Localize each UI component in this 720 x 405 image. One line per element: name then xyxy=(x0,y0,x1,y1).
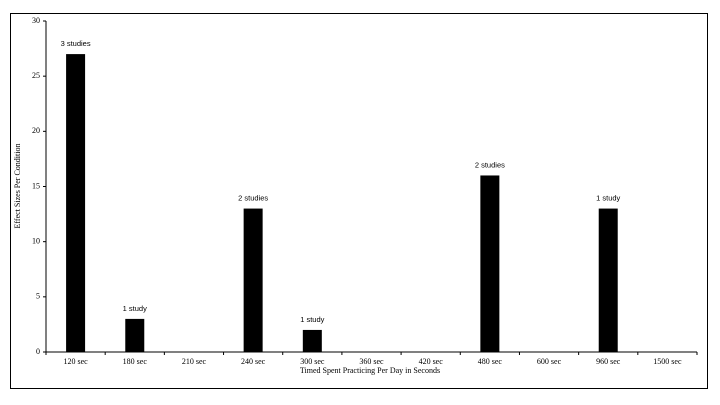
x-tick-label: 1500 sec xyxy=(653,357,682,366)
x-tick-label: 480 sec xyxy=(478,357,503,366)
x-axis-label: Timed Spent Practicing Per Day in Second… xyxy=(300,366,440,375)
y-tick-label: 30 xyxy=(32,16,40,25)
x-tick-label: 420 sec xyxy=(419,357,444,366)
bar xyxy=(125,318,145,352)
bar-note: 2 studies xyxy=(475,160,505,169)
y-tick-label: 15 xyxy=(32,181,40,190)
bar xyxy=(598,208,618,352)
x-tick-label: 120 sec xyxy=(63,357,88,366)
y-tick-label: 20 xyxy=(32,126,40,135)
y-tick-label: 5 xyxy=(36,292,40,301)
x-tick-label: 600 sec xyxy=(537,357,562,366)
y-axis-label: Effect Sizes Per Condition xyxy=(13,144,22,229)
bar xyxy=(302,329,322,352)
bar-note: 1 study xyxy=(123,304,147,313)
x-tick-label: 240 sec xyxy=(241,357,266,366)
bar xyxy=(243,208,263,352)
x-tick-label: 180 sec xyxy=(123,357,148,366)
x-tick-label: 300 sec xyxy=(300,357,325,366)
x-tick-label: 960 sec xyxy=(596,357,621,366)
y-tick-label: 10 xyxy=(32,236,40,245)
x-tick-label: 360 sec xyxy=(359,357,384,366)
y-tick-label: 25 xyxy=(32,71,40,80)
bar-note: 1 study xyxy=(300,315,324,324)
bar xyxy=(66,54,86,352)
bar xyxy=(480,175,500,352)
bar-note: 2 studies xyxy=(238,194,268,203)
x-tick-label: 210 sec xyxy=(182,357,207,366)
bar-note: 3 studies xyxy=(61,39,91,48)
bar-note: 1 study xyxy=(596,194,620,203)
y-tick-label: 0 xyxy=(36,347,40,356)
frame xyxy=(10,13,708,389)
